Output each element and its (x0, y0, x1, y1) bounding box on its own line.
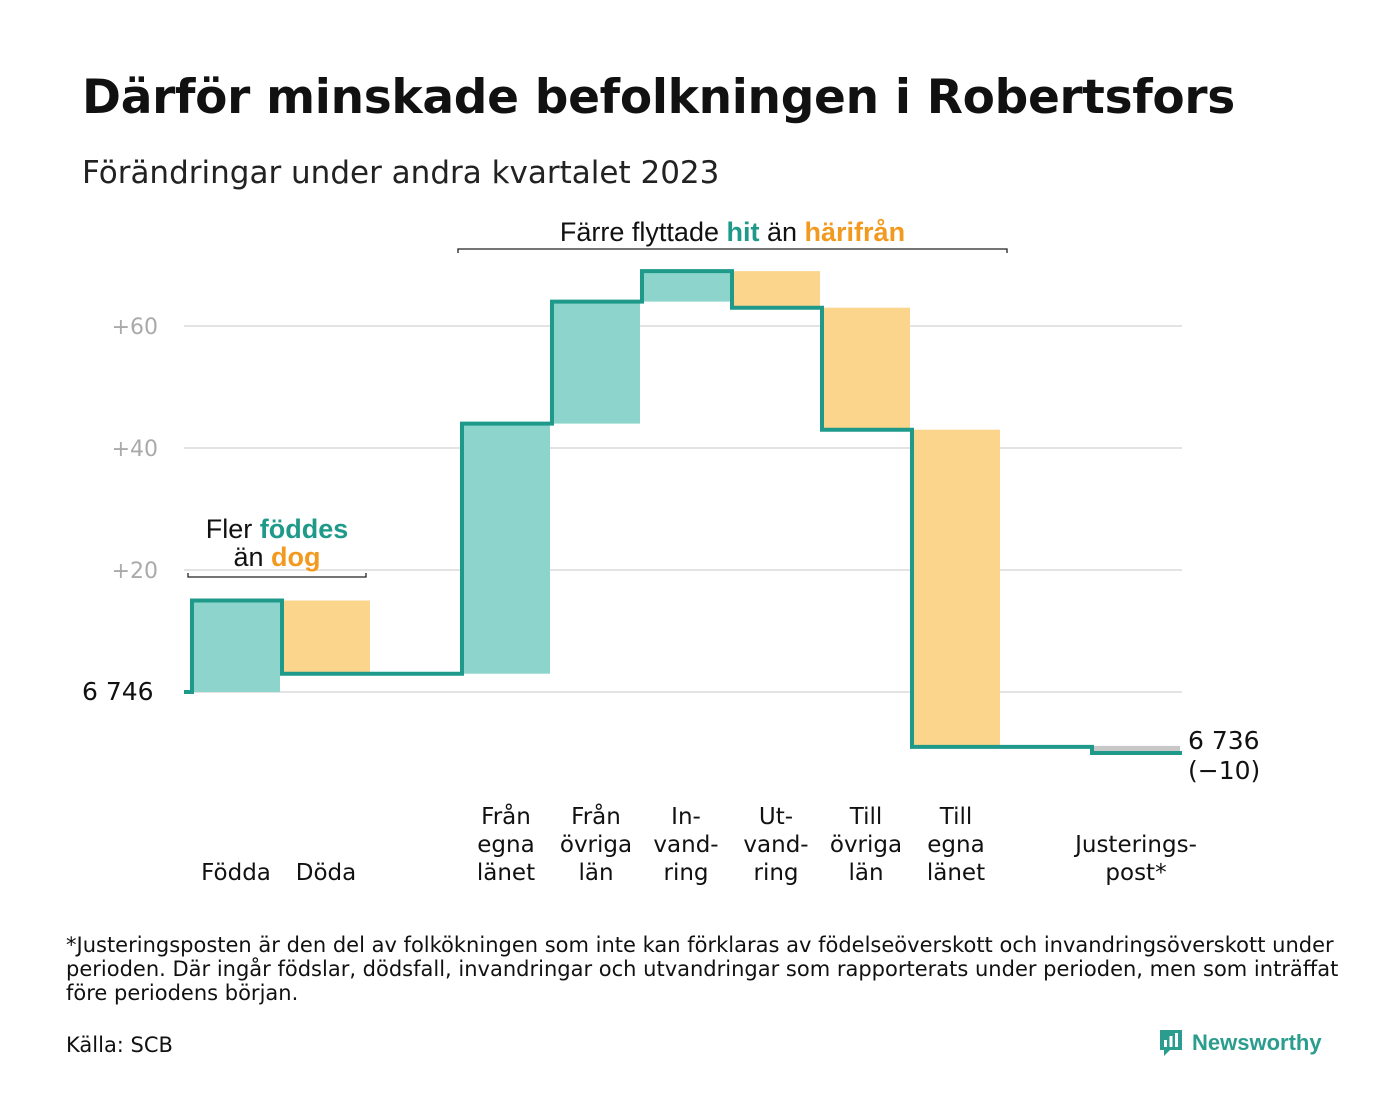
category-label: egna (927, 832, 984, 858)
y-tick-label: +20 (112, 559, 158, 584)
chart-subtitle: Förändringar under andra kvartalet 2023 (82, 155, 720, 191)
end-change-label: (−10) (1188, 756, 1260, 785)
brand: Newsworthy (1158, 1028, 1322, 1058)
category-label: Döda (296, 860, 356, 886)
brand-name: Newsworthy (1192, 1030, 1322, 1055)
category-label: län (848, 860, 883, 886)
category-label: Till (849, 804, 883, 830)
births-bracket (187, 573, 367, 578)
category-label: ring (663, 860, 708, 886)
category-label: vand- (653, 832, 718, 858)
category-label: länet (927, 860, 985, 886)
category-label: Justerings- (1073, 832, 1197, 858)
category-label: övriga (830, 832, 902, 858)
category-label: övriga (560, 832, 632, 858)
y-tick-label: +60 (112, 315, 158, 340)
value-labels: 6 746 6 736(−10) (82, 677, 1260, 785)
category-label: länet (477, 860, 535, 886)
bars (184, 269, 1182, 755)
moves-annotation: Färre flyttade hit än härifrån (560, 217, 905, 247)
bar-decrease (912, 429, 1000, 747)
category-label: post* (1105, 860, 1166, 886)
category-label: Från (571, 802, 621, 830)
category-label: Till (939, 804, 973, 830)
end-value-label: 6 736 (1188, 726, 1260, 755)
category-label: vand- (743, 832, 808, 858)
bar-decrease (282, 600, 370, 674)
bar-decrease (732, 271, 820, 308)
category-label: In- (671, 804, 701, 830)
category-label: egna (477, 832, 534, 858)
moves-bracket (457, 248, 1008, 253)
category-label: Från (481, 802, 531, 830)
start-value-label: 6 746 (82, 677, 154, 706)
bar-increase (552, 301, 640, 424)
births-annotation-line1: Fler föddes (206, 514, 349, 544)
gridlines (184, 325, 1182, 693)
bar-increase (192, 600, 280, 692)
births-annotation-line2: än dog (233, 542, 320, 572)
category-label: Ut- (759, 804, 793, 830)
bar-adjustment (1092, 745, 1180, 752)
category-label: ring (753, 860, 798, 886)
footnote: *Justeringsposten är den del av folkökni… (66, 933, 1339, 1005)
bar-increase (462, 423, 550, 674)
category-label: Födda (201, 860, 271, 886)
y-tick-label: +40 (112, 437, 158, 462)
source-note: Källa: SCB (66, 1033, 173, 1057)
cumulative-step-line (184, 269, 1182, 755)
category-labels: Födda DödaFrånegnalänetFrånövrigalänIn-va… (201, 802, 1197, 886)
newsworthy-logo-icon (1160, 1030, 1182, 1056)
y-axis-ticks: +20 +40 +60 (112, 315, 158, 584)
bar-decrease (822, 307, 910, 430)
bar-increase (642, 271, 730, 302)
category-label: län (578, 860, 613, 886)
chart-title: Därför minskade befolkningen i Robertsfo… (82, 70, 1235, 125)
